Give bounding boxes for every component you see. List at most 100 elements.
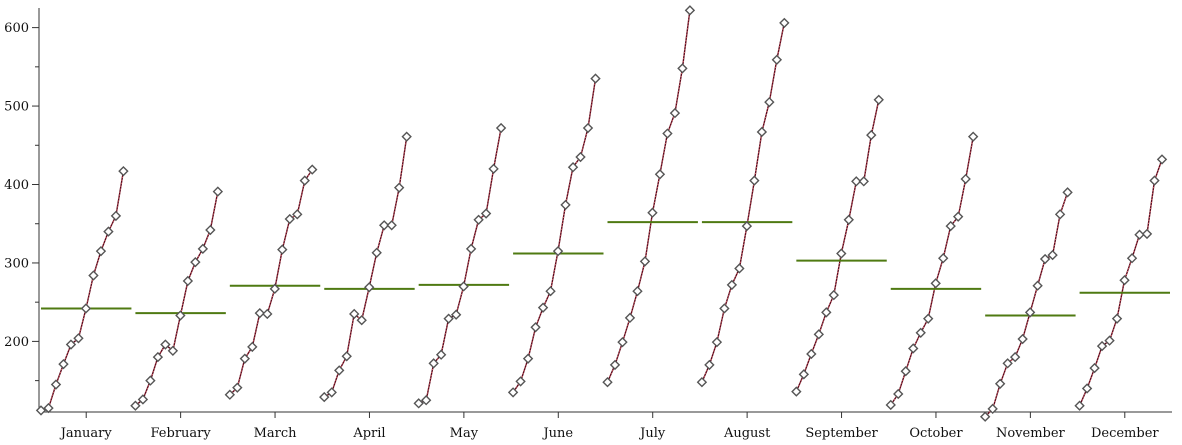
data-point [704, 359, 715, 371]
data-point [960, 173, 971, 185]
series-line [701, 22, 785, 383]
series-line-highlight [607, 10, 691, 383]
data-point [1156, 154, 1168, 165]
data-point [537, 302, 549, 313]
data-point [552, 245, 564, 257]
data-point [1032, 280, 1043, 291]
data-point [247, 341, 258, 353]
data-point [269, 283, 280, 295]
y-axis: 200 300 400 500 600 [4, 8, 40, 412]
data-point [1054, 209, 1066, 220]
data-point [756, 126, 768, 138]
data-point [205, 224, 216, 236]
data-point [413, 398, 424, 409]
data-point [938, 253, 949, 264]
data-point [334, 365, 345, 376]
data-point [182, 275, 194, 287]
data-point [1017, 333, 1028, 345]
y-tick-label: 500 [4, 100, 29, 115]
data-point [1111, 313, 1123, 324]
data-point [307, 164, 318, 175]
data-point [130, 400, 141, 411]
data-point [443, 313, 454, 324]
data-point [401, 131, 412, 142]
data-point [711, 336, 723, 348]
data-point [1081, 383, 1093, 394]
data-point [1009, 351, 1021, 363]
data-point [945, 220, 956, 232]
data-point [480, 208, 492, 219]
subseries-february [130, 186, 226, 411]
data-point [58, 358, 69, 370]
data-point [435, 349, 447, 360]
x-tick-label: December [1091, 426, 1159, 441]
data-point [1039, 253, 1051, 265]
data-point [378, 220, 390, 231]
x-tick-label: January [59, 426, 113, 441]
y-tick-label: 600 [4, 21, 29, 36]
data-point [224, 389, 236, 400]
data-point [1119, 275, 1130, 286]
data-point [677, 63, 688, 74]
data-point [994, 378, 1006, 389]
data-point [1134, 229, 1145, 240]
data-point [662, 128, 673, 139]
data-point [232, 382, 243, 393]
data-point [1074, 400, 1085, 411]
data-point [522, 353, 534, 364]
data-point [873, 94, 884, 105]
series-line-highlight [324, 136, 408, 398]
data-point [364, 282, 375, 293]
data-point [609, 359, 621, 371]
series-line-highlight [418, 127, 502, 404]
x-tick-label: August [723, 426, 771, 441]
x-tick-label: June [541, 426, 573, 441]
data-point [967, 131, 979, 142]
data-point [299, 175, 310, 186]
data-point [1149, 175, 1160, 186]
data-point [866, 129, 877, 141]
data-point [254, 307, 265, 319]
data-point [647, 207, 658, 218]
subseries-march [224, 164, 321, 400]
x-tick-label: May [450, 426, 479, 441]
data-point [530, 322, 541, 333]
data-point [110, 210, 122, 222]
subseries-december [1074, 154, 1170, 411]
series-line-highlight [40, 171, 124, 411]
data-point [726, 279, 738, 291]
subseries-april [319, 131, 415, 403]
y-tick-label: 400 [4, 178, 29, 193]
data-point [190, 256, 201, 268]
x-axis: January February March April May June July Augu… [39, 411, 1172, 441]
data-point [458, 281, 469, 292]
x-tick-label: February [151, 426, 212, 441]
data-point [791, 386, 802, 397]
series-line [134, 191, 219, 407]
data-point [137, 394, 149, 405]
data-point [779, 17, 790, 29]
data-point [326, 387, 337, 398]
data-point [741, 220, 753, 232]
series-line-highlight [512, 78, 596, 393]
data-point [771, 54, 783, 65]
data-point [979, 411, 991, 422]
data-point [821, 307, 832, 318]
data-point [1047, 249, 1058, 261]
data-point [1024, 307, 1036, 318]
x-tick-label: November [996, 426, 1066, 441]
data-point [836, 248, 847, 259]
series-line [40, 171, 125, 412]
subseries-june [507, 73, 604, 398]
x-tick-label: October [909, 426, 963, 441]
subseries-august [696, 17, 793, 388]
series-line [606, 10, 691, 383]
data-point [915, 327, 926, 338]
data-point [930, 278, 941, 289]
data-point [197, 243, 209, 255]
data-point [885, 399, 896, 411]
data-point [843, 214, 854, 225]
series-line-highlight [135, 191, 219, 407]
data-point [507, 387, 519, 398]
